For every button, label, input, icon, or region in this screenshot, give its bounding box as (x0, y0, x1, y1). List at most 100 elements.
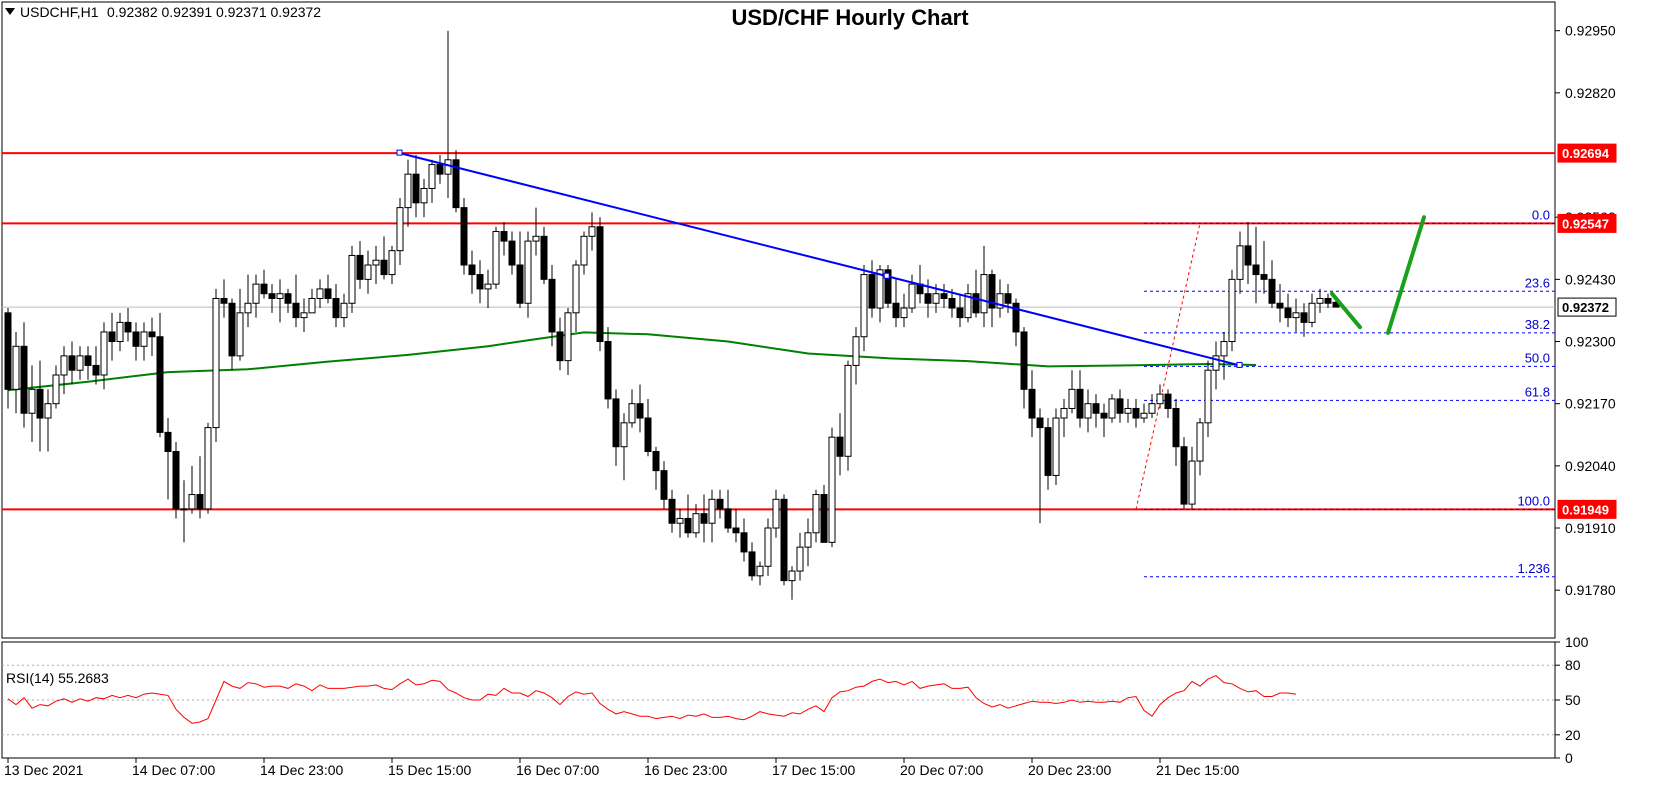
level-price-tag (1557, 499, 1617, 519)
bearish-candle-body (468, 264, 476, 276)
bullish-candle-body (180, 508, 188, 511)
candle (324, 274, 332, 304)
bullish-candle-body (900, 307, 908, 319)
candle (236, 288, 244, 361)
bullish-candle-body (1140, 412, 1148, 419)
candle (52, 365, 60, 409)
bearish-candle-body (356, 254, 364, 280)
candle (412, 155, 420, 218)
bearish-candle-body (836, 436, 844, 457)
bearish-candle-body (700, 513, 708, 524)
rsi-tick-label: 80 (1565, 657, 1581, 673)
bearish-candle-body (1324, 297, 1332, 304)
chart-ohlc-label: 0.92382 0.92391 0.92371 0.92372 (107, 4, 321, 20)
candle (676, 508, 684, 538)
bullish-candle-body (60, 355, 68, 376)
bullish-candle-body (1148, 403, 1156, 414)
moving-average-line (7, 331, 1257, 392)
rsi-tick-label: 20 (1565, 727, 1581, 743)
bearish-candle-body (596, 226, 604, 343)
bullish-candle-body (1052, 417, 1060, 476)
candle (388, 245, 396, 285)
bearish-candle-body (1116, 398, 1124, 414)
chart-menu-triangle-icon[interactable] (5, 8, 15, 15)
bearish-candle-body (1100, 412, 1108, 419)
candle (420, 178, 428, 218)
candle (476, 260, 484, 304)
candle (764, 518, 772, 576)
projection-arrow (1330, 291, 1362, 330)
bullish-candle-body (1212, 355, 1220, 371)
bearish-candle-body (452, 159, 460, 209)
candle (140, 322, 148, 361)
candle (188, 465, 196, 514)
candle (1012, 298, 1020, 347)
candle (892, 279, 900, 328)
candle (516, 231, 524, 309)
current-price-tag (1557, 297, 1617, 317)
candle (1252, 226, 1260, 304)
bullish-candle-body (788, 570, 796, 582)
candle (12, 331, 20, 414)
candle (148, 317, 156, 356)
candle (1172, 398, 1180, 466)
bearish-candle-body (164, 431, 172, 453)
chart-symbol-label: USDCHF,H1 (20, 4, 99, 20)
candle (92, 346, 100, 385)
candle (164, 418, 172, 500)
candle (604, 327, 612, 409)
bullish-candle-body (1292, 312, 1300, 319)
candle (1060, 398, 1068, 438)
price-tag-label: 0.91949 (1562, 502, 1609, 517)
bullish-candle-body (1220, 341, 1228, 357)
bearish-candle-body (892, 302, 900, 319)
bearish-candle-body (940, 293, 948, 299)
candle (220, 279, 228, 318)
bearish-candle-body (1284, 307, 1292, 319)
candle (332, 284, 340, 328)
bearish-candle-body (332, 297, 340, 319)
candle (268, 284, 276, 313)
rsi-tick-label: 100 (1565, 634, 1589, 650)
candle (508, 231, 516, 275)
bearish-candle-body (156, 336, 164, 433)
candle (596, 217, 604, 352)
bearish-candle-body (1268, 278, 1276, 304)
bearish-candle-body (380, 259, 388, 276)
candle (1260, 241, 1268, 294)
price-tick-label: 0.91780 (1565, 582, 1616, 598)
candle (692, 504, 700, 538)
candle (244, 274, 252, 328)
candle (788, 566, 796, 600)
candle (68, 341, 76, 385)
bearish-candle-body (652, 451, 660, 472)
candle (964, 284, 972, 323)
candle (228, 298, 236, 371)
candle (900, 293, 908, 328)
bearish-candle-body (412, 173, 420, 204)
candle (996, 279, 1004, 318)
bullish-candle-body (276, 293, 284, 299)
bullish-candle-body (828, 436, 836, 543)
trend-line-anchor (396, 149, 403, 156)
candle (1028, 370, 1036, 438)
candle (956, 293, 964, 328)
bullish-candle-body (772, 498, 780, 529)
bullish-candle-body (524, 240, 532, 304)
bullish-candle-body (404, 173, 412, 209)
bullish-candle-body (1188, 460, 1196, 505)
bullish-candle-body (252, 283, 260, 304)
candle (1228, 269, 1236, 352)
candle (340, 293, 348, 328)
bullish-candle-body (692, 513, 700, 534)
bearish-candle-body (540, 235, 548, 280)
bullish-candle-body (1108, 398, 1116, 419)
candle (1108, 394, 1116, 423)
candle (988, 269, 996, 328)
candle (196, 456, 204, 519)
candle (372, 245, 380, 285)
candle (556, 317, 564, 371)
candle (1052, 408, 1060, 485)
bearish-candle-body (228, 302, 236, 357)
candle (1268, 260, 1276, 309)
